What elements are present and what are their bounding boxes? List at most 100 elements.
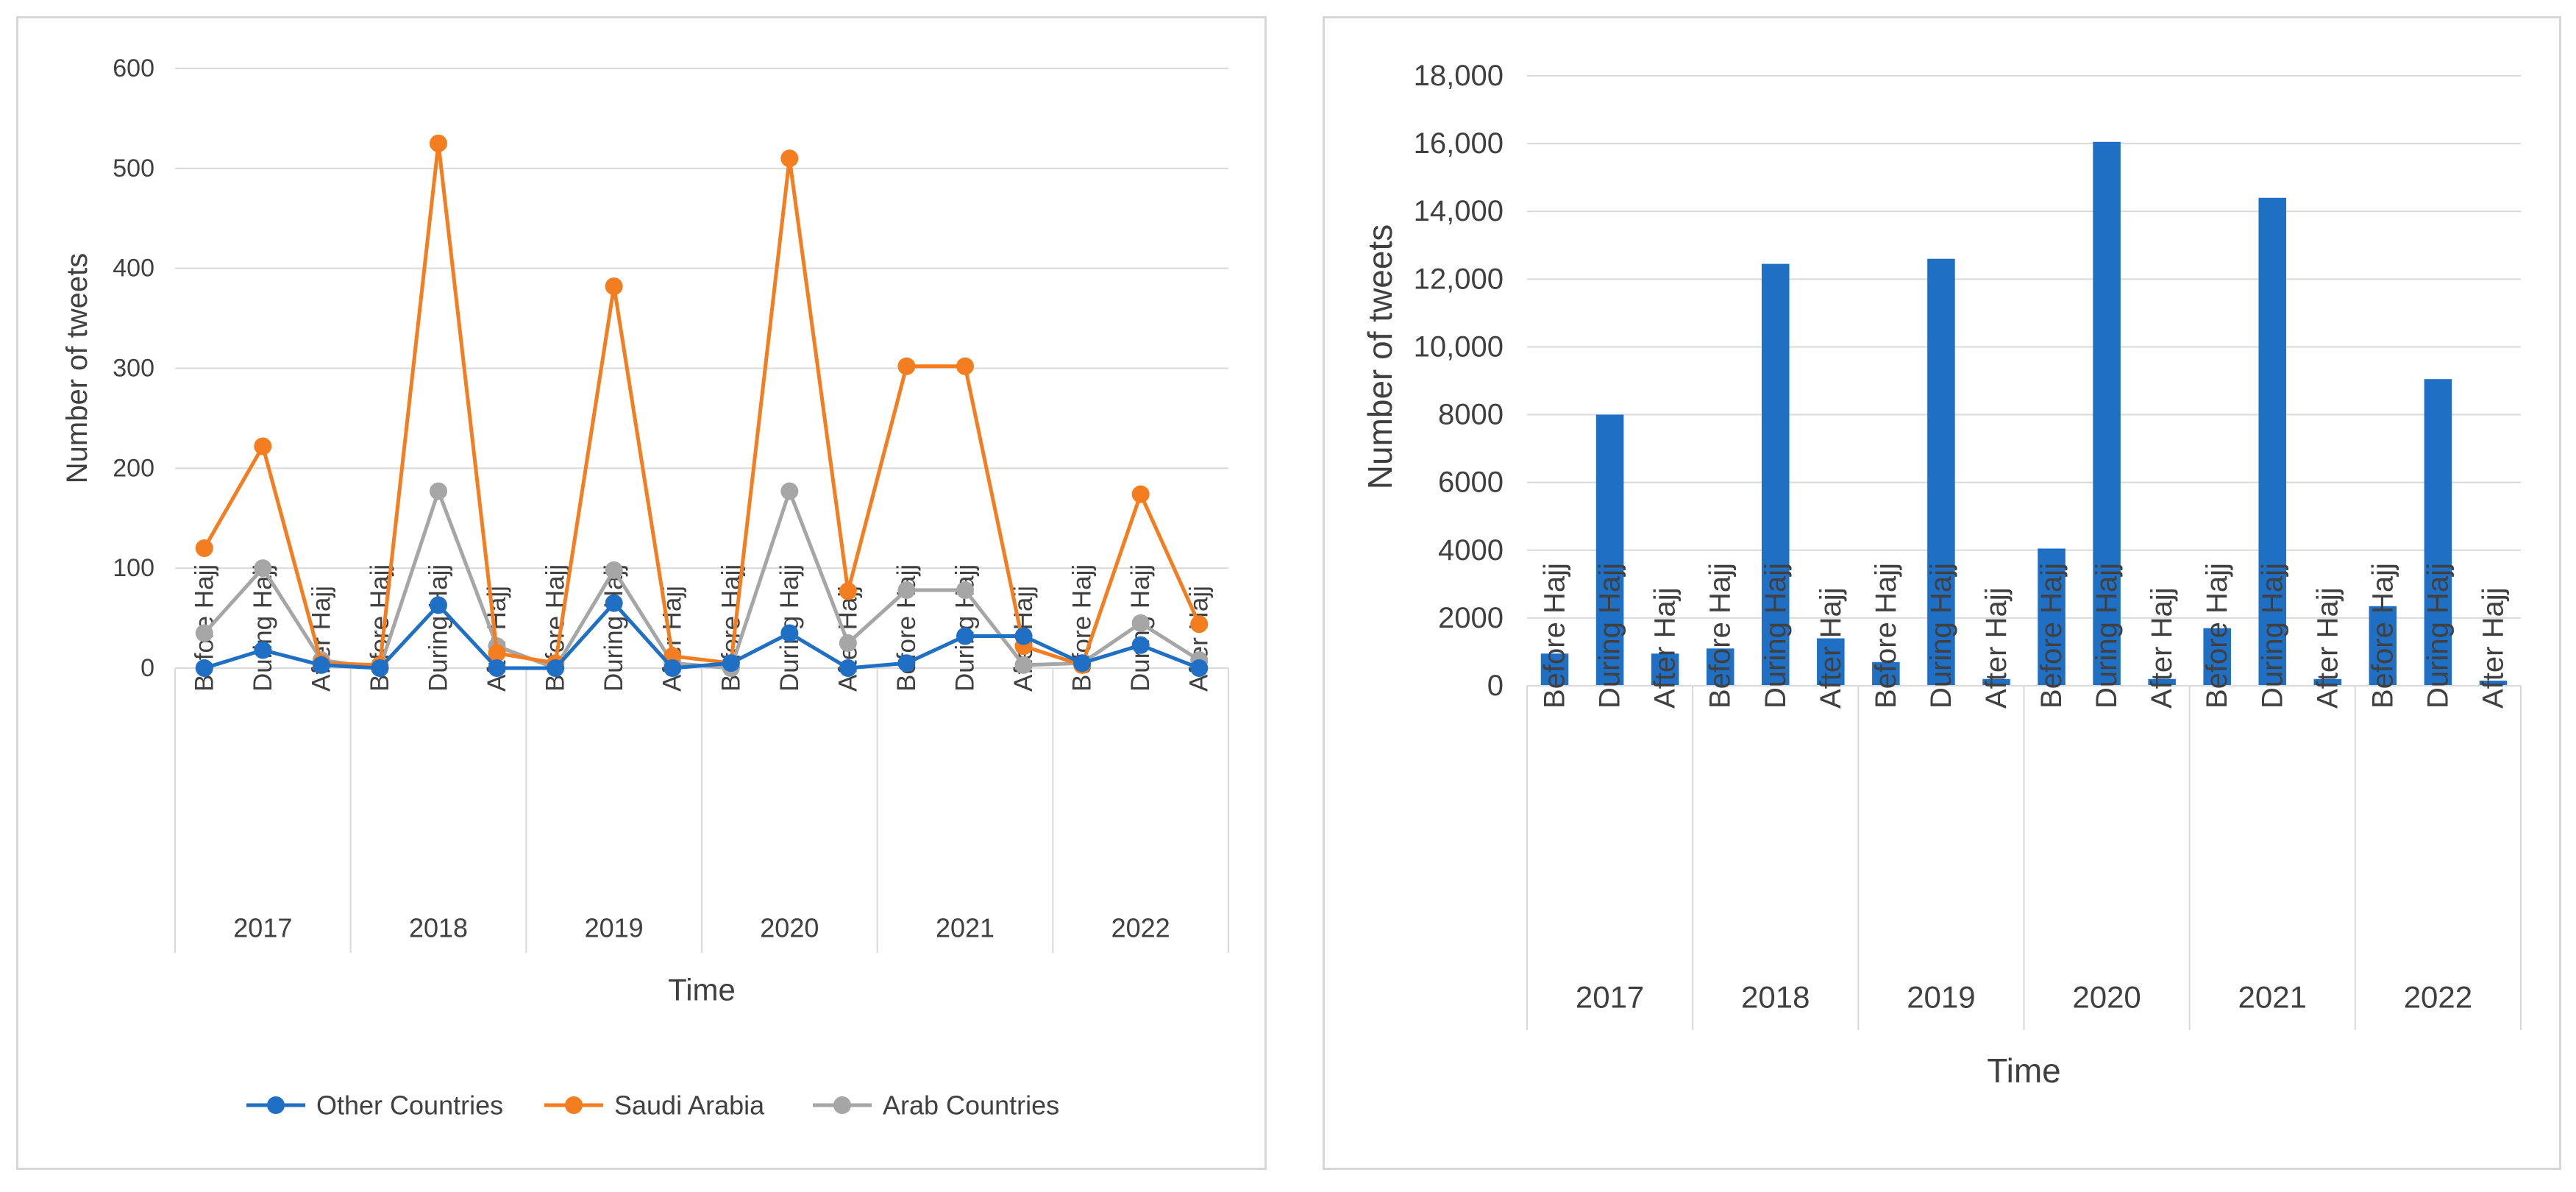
y-tick-label: 200 [113,454,154,482]
data-point [547,659,565,677]
x-tick-label-year: 2021 [2238,980,2307,1015]
x-tick-label-period: Before Hajj [1539,563,1571,709]
y-tick-label: 100 [113,554,154,582]
data-point [605,277,623,296]
series-line [204,601,1200,670]
data-point [605,594,623,612]
x-tick-label-year: 2020 [2072,980,2141,1015]
series-line [202,489,1200,670]
data-point [430,134,447,152]
y-tick-label: 0 [1487,670,1504,702]
data-point [780,482,799,500]
x-tick-label-period: After Hajj [1649,588,1682,709]
data-point [1073,654,1092,673]
y-tick-label: 300 [113,355,154,383]
bar-chart: 0 2000 4000 6000 8000 10,000 12,000 14,000 16,00… [1361,60,2522,1090]
y-tick-label: 10,000 [1414,330,1504,363]
legend-label: Arab Countries [883,1090,1059,1121]
data-point [1131,485,1150,503]
data-point [956,627,974,645]
data-point [430,482,447,500]
data-point [1190,659,1209,677]
y-tick-label: 500 [113,155,154,182]
data-point [956,357,974,375]
data-point [254,437,272,455]
y-axis-title: Number of tweets [61,253,93,483]
bar-chart-panel: 0 2000 4000 6000 8000 10,000 12,000 14,000 16,00… [1323,16,2561,1170]
data-point [430,596,447,614]
x-tick-label-period: Before Hajj [2035,563,2068,709]
data-point [897,654,916,673]
bar [1595,414,1624,686]
data-point [488,659,506,677]
data-point [839,634,857,653]
bar [1982,678,2010,686]
y-tick-label: 18,000 [1414,60,1504,92]
x-tick-label-period: Before Hajj [1704,563,1737,709]
y-tick-label: 400 [113,255,154,283]
data-point [956,581,974,600]
data-point [195,659,213,677]
x-axis-title: Time [1987,1051,2061,1090]
bar [2258,197,2287,686]
data-point [1131,614,1150,632]
data-point [605,561,623,579]
data-point [839,582,857,600]
data-point [1014,627,1033,645]
data-point [254,559,272,578]
data-point [780,624,799,642]
data-point [839,659,857,677]
x-tick-label-period: After Hajj [307,586,335,692]
y-tick-label: 6000 [1438,466,1504,499]
data-point [897,581,916,600]
x-tick-label-year: 2019 [1907,980,1975,1015]
x-tick-label-year: 2018 [409,913,468,943]
series-line [202,141,1201,667]
x-tick-label-period: During Hajj [2091,563,2123,709]
x-tick-label-year: 2020 [760,913,819,943]
x-tick-label-period: After Hajj [1815,588,1847,709]
legend-swatch-marker [565,1096,583,1114]
bar [2479,681,2508,686]
x-tick-label-year: 2017 [233,913,292,943]
data-point [312,656,330,674]
x-tick-label-year: 2019 [585,913,644,943]
x-tick-label-period: After Hajj [1980,588,2013,709]
x-tick-label-period: During Hajj [1925,563,1957,709]
bar [2424,379,2452,686]
data-point [663,659,682,677]
data-point [780,149,799,168]
x-tick-label-period: After Hajj [2477,588,2509,709]
legend-swatch-marker [267,1096,285,1114]
bar [1927,258,1955,686]
x-tick-label-period: During Hajj [1594,563,1626,709]
y-tick-label: 16,000 [1414,127,1504,160]
x-tick-label-year: 2017 [1576,980,1644,1015]
data-point [488,644,506,662]
legend-swatch-marker [833,1096,851,1114]
bar [1817,638,1845,686]
bar [2148,678,2176,686]
y-axis-title: Number of tweets [1361,224,1399,489]
y-tick-label: 0 [140,654,154,682]
bar [1540,653,1569,686]
data-point [1131,636,1150,654]
data-point [254,641,272,659]
y-tick-label: 14,000 [1414,195,1504,227]
data-point [195,539,213,557]
x-tick-label-year: 2018 [1741,980,1810,1015]
x-tick-label-period: During Hajj [2256,563,2288,709]
bar [1706,648,1734,686]
y-tick-label: 2000 [1438,602,1504,634]
bar [2038,548,2066,686]
x-tick-label-period: After Hajj [2146,588,2178,709]
line-chart-panel: 0 100 200 300 400 500 600 Before Hajj During Haj… [16,16,1267,1170]
data-point [1190,615,1209,634]
bar [2093,141,2121,686]
bar [1651,653,1679,686]
data-point [371,659,389,677]
bar [1872,661,1900,686]
x-tick-label-period: During Hajj [2422,563,2454,709]
y-tick-label: 12,000 [1414,263,1504,295]
